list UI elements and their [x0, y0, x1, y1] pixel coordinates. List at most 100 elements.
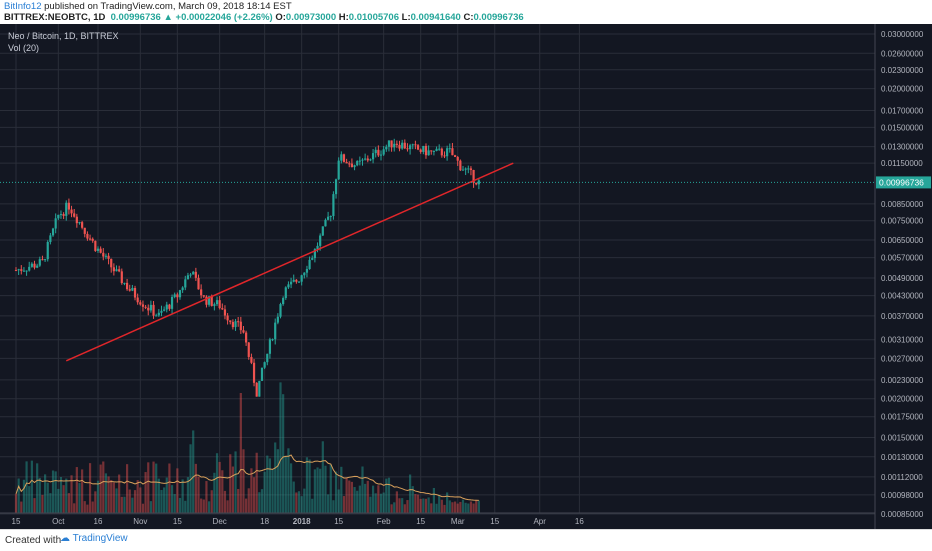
volume-bar — [17, 478, 20, 513]
volume-bar — [435, 503, 438, 513]
volume-bar — [279, 382, 282, 513]
volume-bar — [41, 494, 44, 513]
time-tick-label: 2018 — [293, 517, 311, 526]
candle-body — [33, 263, 36, 268]
candle-body — [207, 296, 211, 305]
price-tick-label: 0.00270000 — [881, 354, 924, 363]
volume-bar — [176, 468, 179, 513]
candle-body — [99, 248, 102, 253]
volume-bar — [387, 477, 391, 513]
candle-body — [226, 315, 229, 321]
volume-bar — [144, 472, 147, 513]
candle-body — [403, 142, 406, 149]
publish-line: BitInfo12 published on TradingView.com, … — [4, 1, 292, 12]
candle-body — [144, 306, 147, 308]
volume-bar — [282, 394, 285, 513]
volume-bar — [274, 442, 277, 513]
price-tick-label: 0.00150000 — [881, 433, 924, 442]
volume-bar — [65, 478, 68, 513]
volume-bar — [334, 471, 338, 513]
candle-body — [456, 157, 459, 161]
price-tick-label: 0.00112000 — [881, 473, 923, 482]
time-tick-label: 15 — [334, 517, 343, 526]
candle-body — [464, 168, 467, 170]
candle-body — [245, 332, 248, 343]
volume-bar — [364, 483, 367, 513]
candle-body — [197, 277, 200, 290]
time-tick-label: 16 — [575, 517, 584, 526]
volume-bar — [390, 504, 393, 513]
price-axis-labels: 0.03000000 0.02600000 0.02300000 0.02000000… — [881, 30, 924, 519]
volume-bar — [266, 455, 269, 513]
volume-bar — [57, 488, 60, 513]
volume-bar — [319, 468, 322, 513]
volume-bar — [409, 474, 412, 513]
candle-body — [300, 275, 303, 282]
candle-body — [173, 294, 176, 297]
volume-bar — [136, 480, 139, 513]
volume-bar — [268, 458, 272, 513]
price-chart[interactable]: 0.03000000 0.02600000 0.02300000 0.02000000… — [0, 24, 932, 529]
volume-bar — [152, 461, 155, 513]
candle-body — [305, 269, 309, 273]
tradingview-logo[interactable]: ☁ TradingView — [60, 533, 128, 544]
volume-bar — [263, 471, 266, 513]
tradingview-brand: TradingView — [72, 533, 128, 544]
volume-bar — [62, 485, 65, 513]
price-tick-label: 0.00230000 — [881, 376, 924, 385]
volume-bar — [247, 488, 250, 513]
volume-bar — [369, 496, 372, 513]
author-link[interactable]: BitInfo12 — [4, 1, 42, 12]
candle-body — [123, 282, 126, 284]
candle-body — [387, 140, 391, 147]
volume-bar — [305, 457, 309, 513]
price-change: +0.00022046 (+2.26%) — [175, 12, 273, 23]
candle-body — [223, 309, 227, 316]
candle-body — [369, 159, 372, 161]
volume-bar — [33, 498, 36, 513]
volume-bar — [131, 497, 134, 513]
volume-bar — [403, 504, 406, 513]
price-tick-label: 0.00130000 — [881, 453, 924, 462]
candle-body — [469, 168, 473, 170]
volume-bar — [398, 498, 401, 513]
volume-bar — [432, 487, 436, 513]
candle-body — [438, 148, 441, 150]
candle-body — [200, 289, 203, 296]
candle-body — [62, 214, 65, 216]
volume-bar — [160, 489, 163, 513]
candle-body — [379, 154, 383, 156]
candle-body — [102, 252, 105, 257]
candle-body — [255, 382, 258, 397]
trendline[interactable] — [65, 162, 514, 362]
candle-body — [427, 150, 430, 156]
candle-body — [440, 148, 443, 156]
volume-bar — [459, 501, 462, 513]
volume-bar — [316, 467, 319, 513]
candle-body — [165, 304, 168, 310]
volume-bar — [147, 462, 150, 513]
volume-bar — [345, 478, 348, 513]
volume-bar — [448, 500, 451, 513]
last-price-tag — [876, 176, 931, 189]
time-tick-label: 15 — [416, 517, 425, 526]
volume-bar — [289, 463, 293, 513]
candle-body — [453, 155, 457, 158]
chart-area[interactable]: 0.03000000 0.02600000 0.02300000 0.02000000… — [0, 24, 932, 529]
candle-body — [321, 226, 324, 236]
candle-body — [96, 248, 100, 251]
candle-body — [178, 290, 182, 298]
price-axis[interactable] — [875, 24, 932, 529]
volume-bar — [205, 481, 208, 513]
price-tick-label: 0.01300000 — [881, 143, 924, 152]
volume-bar — [327, 494, 330, 513]
candle-body — [311, 258, 314, 260]
volume-bar — [371, 485, 375, 513]
volume-bar — [141, 503, 145, 513]
volume-bar — [393, 502, 396, 513]
time-tick-label: Oct — [52, 517, 65, 526]
candle-body — [319, 235, 322, 246]
volume-bar — [366, 480, 369, 513]
candle-body — [94, 240, 97, 251]
price-tick-label: 0.02000000 — [881, 85, 924, 94]
